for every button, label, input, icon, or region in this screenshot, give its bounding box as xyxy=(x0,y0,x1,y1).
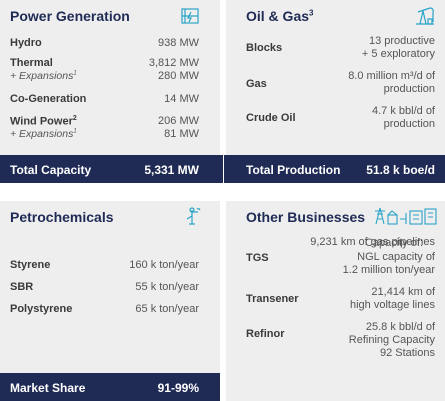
petro-title: Petrochemicals xyxy=(10,209,114,225)
petrochemical-tower-icon xyxy=(186,207,201,225)
transener-line1: 21,414 km of xyxy=(371,286,435,298)
polystyrene-value: 65 k ton/year xyxy=(135,303,199,315)
power-title: Power Generation xyxy=(10,8,130,24)
oil-gas-panel xyxy=(226,0,445,155)
wind-expansion-label: + Expansions1 xyxy=(10,128,77,140)
wind-power-value: 206 MW xyxy=(158,115,199,127)
crude-oil-value-line1: 4.7 k bbl/d of xyxy=(372,105,435,117)
total-production-label: Total Production xyxy=(246,163,341,177)
transener-label: Transener xyxy=(246,293,299,305)
market-share-band xyxy=(0,373,220,401)
sbr-value: 55 k ton/year xyxy=(135,281,199,293)
refinor-line3: 92 Stations xyxy=(379,347,435,359)
thermal-value: 3,812 MW xyxy=(148,57,199,69)
transmission-towers-icon xyxy=(375,207,437,225)
power-panel xyxy=(0,0,220,155)
refinor-line1: 25.8 k bbl/d of xyxy=(365,321,435,333)
refinor-line2: Refining Capacity xyxy=(348,334,435,346)
tgs-label: TGS xyxy=(246,252,269,264)
other-title: Other Businesses xyxy=(246,209,366,225)
polystyrene-label: Polystyrene xyxy=(10,303,73,315)
blocks-value-line1: 13 productive xyxy=(368,35,435,47)
other-panel xyxy=(226,201,445,401)
tgs-line1: 9,231 km of gas pipelines xyxy=(310,236,435,248)
crude-oil-value-line2: production xyxy=(383,118,435,130)
total-capacity-label: Total Capacity xyxy=(10,163,92,177)
crude-oil-label: Crude Oil xyxy=(246,112,296,124)
thermal-label: Thermal xyxy=(10,57,53,69)
hydro-value: 938 MW xyxy=(158,37,199,49)
power-plant-icon xyxy=(181,8,199,24)
refinor-label: Refinor xyxy=(246,328,285,340)
tgs-line2: NGL capacity of xyxy=(357,251,435,263)
gas-value-line1: 8.0 million m³/d of xyxy=(348,70,435,82)
hydro-label: Hydro xyxy=(10,37,42,49)
total-production-value: 51.8 k boe/d xyxy=(366,163,435,177)
oil-gas-title: Oil & Gas3 xyxy=(246,8,314,24)
totals-band xyxy=(0,155,445,183)
petro-panel xyxy=(0,201,220,373)
cogeneration-label: Co-Generation xyxy=(10,93,87,105)
capacity-header: Capacity of: xyxy=(364,237,423,249)
styrene-label: Styrene xyxy=(10,259,51,271)
wind-power-label: Wind Power2 xyxy=(10,115,77,128)
blocks-label: Blocks xyxy=(246,42,283,54)
thermal-expansion-value: 280 MW xyxy=(158,70,199,82)
gas-value-line2: production xyxy=(383,83,435,95)
transener-line2: high voltage lines xyxy=(349,299,435,311)
cogeneration-value: 14 MW xyxy=(164,93,199,105)
oil-pump-icon xyxy=(416,7,434,25)
sbr-label: SBR xyxy=(10,281,34,293)
tgs-line3: 1.2 million ton/year xyxy=(342,264,435,276)
wind-expansion-value: 81 MW xyxy=(164,128,199,140)
market-share-label: Market Share xyxy=(10,381,86,395)
total-capacity-value: 5,331 MW xyxy=(144,163,199,177)
band-divider xyxy=(223,155,224,183)
blocks-value-line2: + 5 exploratory xyxy=(361,48,435,60)
thermal-expansion-label: + Expansions1 xyxy=(10,70,77,82)
gas-label: Gas xyxy=(246,78,267,90)
market-share-value: 91-99% xyxy=(157,381,199,395)
styrene-value: 160 k ton/year xyxy=(129,259,199,271)
